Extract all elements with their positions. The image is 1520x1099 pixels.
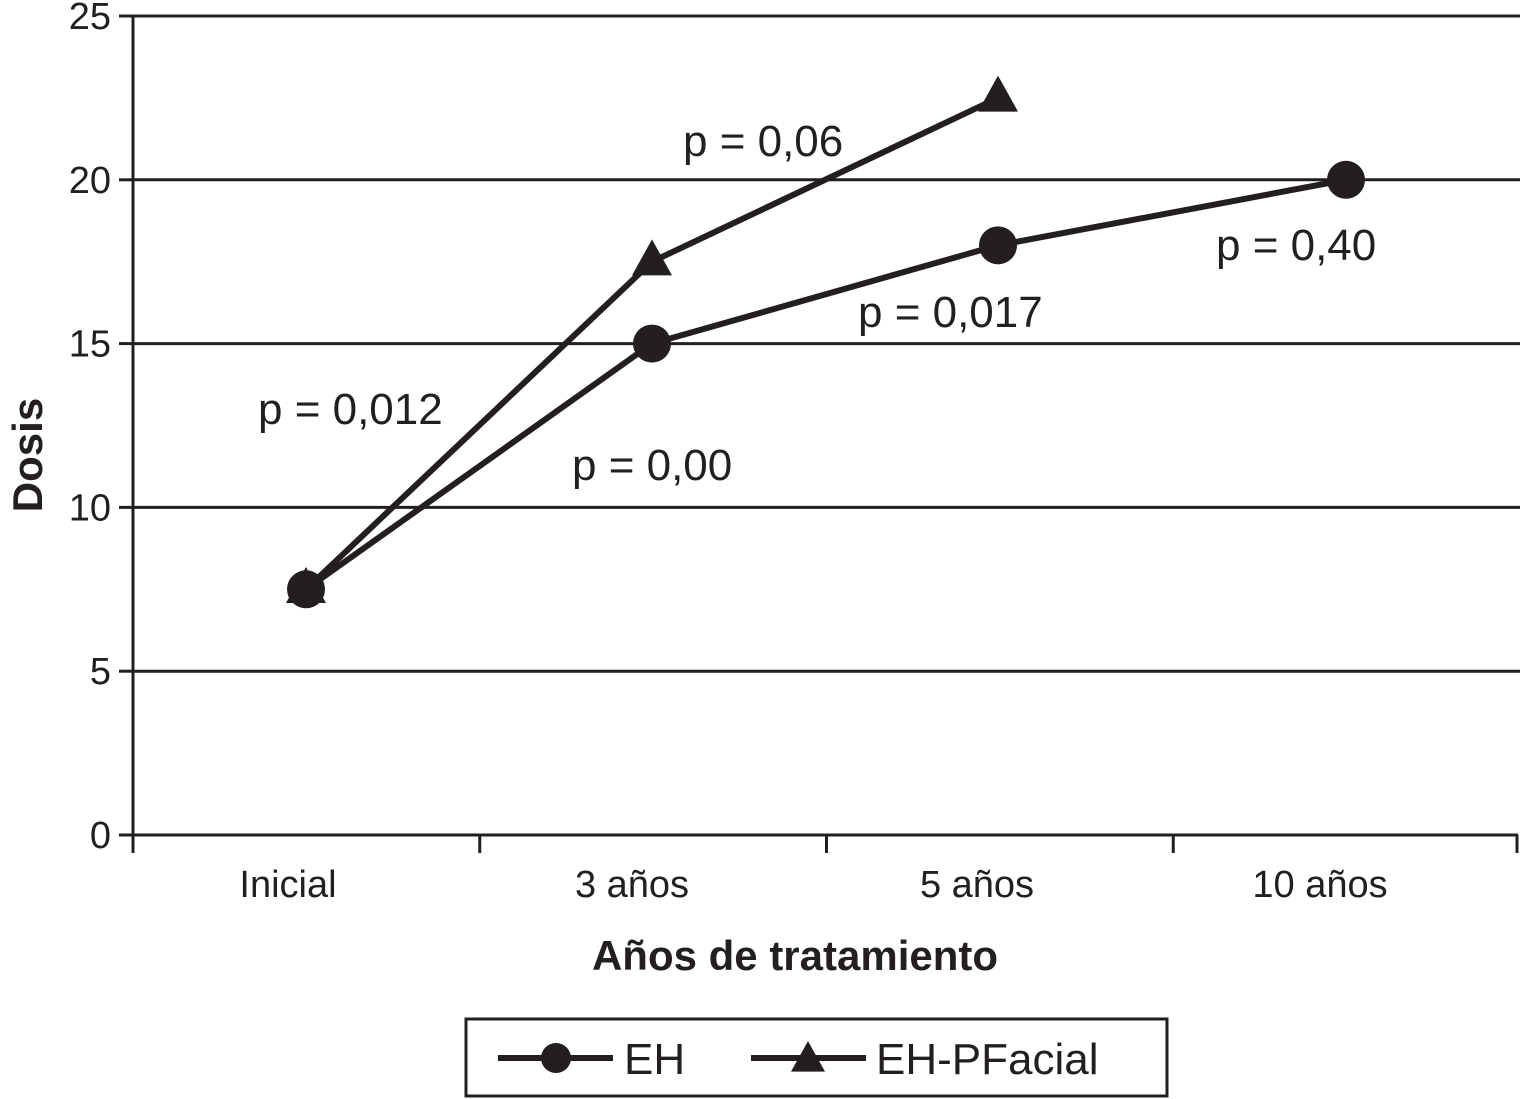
y-axis-title: Dosis — [4, 398, 51, 512]
data-point — [633, 324, 671, 363]
x-tick-label: 10 años — [1252, 864, 1387, 906]
legend-marker-circle — [541, 1043, 571, 1073]
legend: EH EH-PFacial — [464, 1017, 1169, 1098]
p-value-annotation: p = 0,012 — [258, 385, 443, 434]
x-tick-label: Inicial — [239, 864, 336, 906]
y-tick-label: 15 — [69, 324, 111, 366]
data-point — [978, 75, 1018, 112]
p-value-annotation: p = 0,00 — [572, 441, 732, 490]
series — [286, 75, 1365, 609]
data-point — [979, 226, 1017, 265]
y-tick-label: 20 — [69, 160, 111, 202]
y-tick-label: 10 — [69, 487, 111, 529]
x-tick-label: 3 años — [575, 864, 689, 906]
x-tick-label: 5 años — [920, 864, 1034, 906]
legend-label: EH-PFacial — [876, 1035, 1099, 1084]
p-value-annotation: p = 0,40 — [1216, 221, 1376, 270]
data-point — [632, 239, 672, 276]
data-point — [1327, 160, 1365, 199]
y-tick-label: 25 — [69, 0, 111, 38]
legend-marker-triangle — [791, 1041, 825, 1072]
series-line — [304, 176, 1347, 592]
legend-item: EH — [498, 1035, 685, 1084]
y-tick-label: 5 — [90, 651, 111, 693]
data-point — [286, 566, 326, 603]
x-axis-title: Años de tratamiento — [592, 932, 998, 979]
legend-item: EH-PFacial — [751, 1035, 1099, 1084]
series-eh — [287, 160, 1365, 609]
legend-label: EH — [624, 1035, 685, 1084]
gridlines — [133, 14, 1520, 673]
series-eh-pfacial — [286, 75, 1018, 603]
annotations: p = 0,06 p = 0,40 p = 0,017 p = 0,012 p = 0,… — [258, 117, 1376, 490]
axes: 0 5 10 15 20 25 Inicial 3 años 5 años 10 años — [69, 0, 1519, 906]
p-value-annotation: p = 0,06 — [683, 117, 843, 166]
y-tick-label: 0 — [90, 815, 111, 857]
p-value-annotation: p = 0,017 — [858, 288, 1043, 337]
